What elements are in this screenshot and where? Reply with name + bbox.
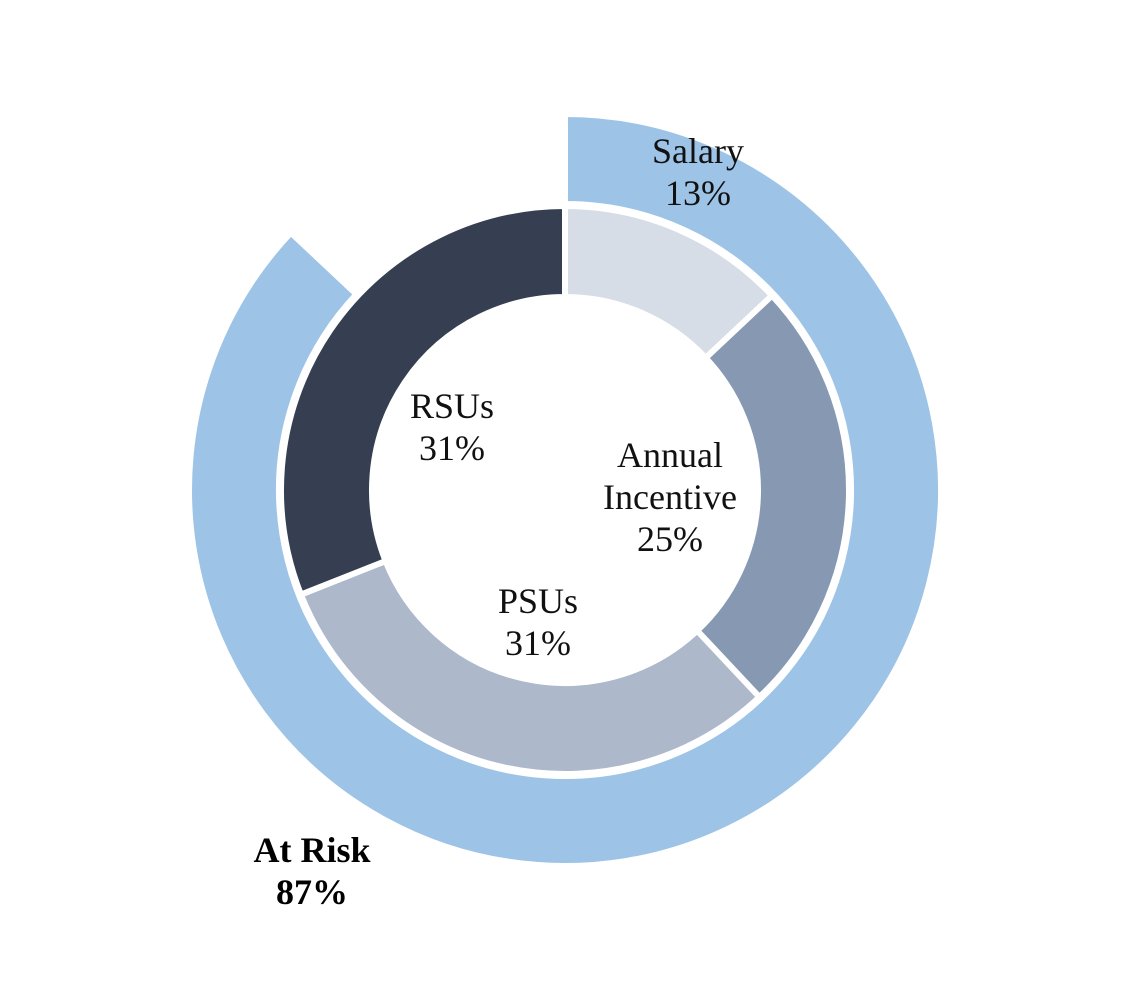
psus-label: PSUs bbox=[498, 581, 578, 621]
annual-incentive-label-line1: Annual bbox=[617, 435, 723, 475]
inner-slice-psus bbox=[297, 557, 764, 777]
salary-label: Salary bbox=[652, 131, 744, 171]
inner-slice-annual-incentive bbox=[692, 291, 852, 702]
rsus-value: 31% bbox=[419, 428, 485, 468]
inner-slice-rsus bbox=[278, 202, 568, 599]
psus-value: 31% bbox=[505, 623, 571, 663]
inner-ring bbox=[278, 202, 852, 777]
at-risk-label: At Risk bbox=[253, 830, 370, 870]
at-risk-value: 87% bbox=[276, 872, 348, 912]
annual-incentive-label-line2: Incentive bbox=[603, 477, 737, 517]
rsus-label: RSUs bbox=[410, 386, 494, 426]
annual-incentive-value: 25% bbox=[637, 519, 703, 559]
salary-value: 13% bbox=[665, 173, 731, 213]
